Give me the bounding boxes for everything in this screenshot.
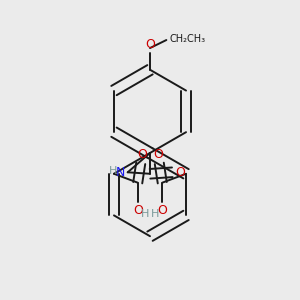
Text: N: N	[116, 166, 125, 179]
Text: O: O	[137, 148, 147, 161]
Text: O: O	[133, 204, 143, 218]
Text: CH₂CH₃: CH₂CH₃	[169, 34, 206, 44]
Text: O: O	[145, 38, 155, 51]
Text: O: O	[153, 148, 163, 161]
Text: O: O	[175, 166, 185, 179]
Text: H: H	[109, 166, 117, 176]
Text: O: O	[157, 204, 167, 218]
Text: H: H	[151, 208, 159, 219]
Text: H: H	[141, 208, 149, 219]
